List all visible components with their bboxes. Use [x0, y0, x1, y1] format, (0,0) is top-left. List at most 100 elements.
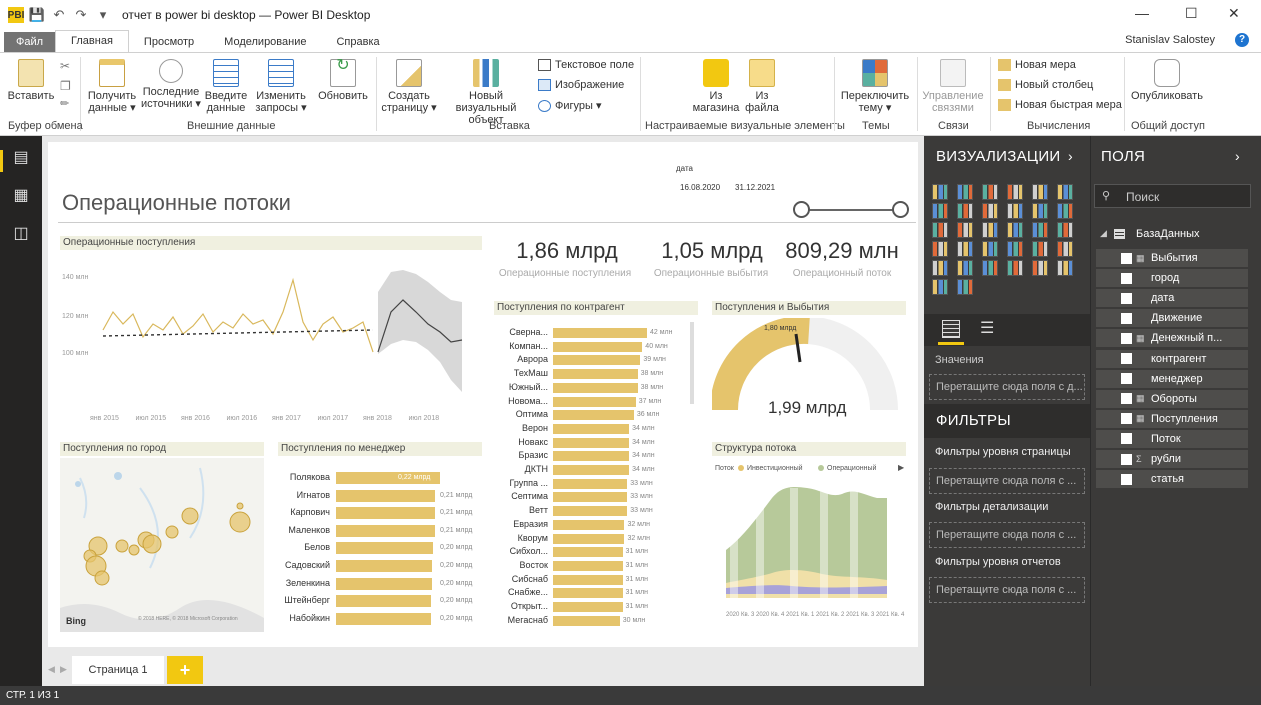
- visual-type-icon[interactable]: [982, 203, 998, 219]
- cut-icon[interactable]: ✂: [60, 59, 71, 73]
- bar[interactable]: [553, 506, 628, 517]
- bar[interactable]: [553, 437, 630, 448]
- visual-type-icon[interactable]: [1007, 184, 1023, 200]
- visual-type-icon[interactable]: [957, 184, 973, 200]
- area-chart[interactable]: Поток Инвестиционный Операционный ▶ 2020…: [712, 458, 908, 634]
- field-checkbox[interactable]: [1121, 393, 1132, 405]
- line-chart[interactable]: 140 млн 120 млн 100 млн янв 2015 июл 2015…: [58, 252, 484, 428]
- visual-type-icon[interactable]: [932, 203, 948, 219]
- bar[interactable]: [553, 328, 647, 338]
- visual-type-icon[interactable]: [932, 184, 948, 200]
- bar[interactable]: [553, 492, 628, 503]
- new-measure-button[interactable]: Новая мера: [998, 59, 1076, 71]
- from-file-button[interactable]: Из файла: [742, 59, 782, 114]
- bar[interactable]: [336, 577, 432, 590]
- field-item[interactable]: Движение: [1096, 309, 1248, 328]
- format-paint-roller-icon[interactable]: ☰: [980, 320, 995, 337]
- model-view-icon[interactable]: ◫: [13, 225, 29, 242]
- paste-button[interactable]: Вставить: [6, 59, 56, 102]
- save-icon[interactable]: 💾: [28, 7, 46, 22]
- customize-toolbar-icon[interactable]: ▾: [99, 7, 107, 22]
- legend-next-icon[interactable]: ▶: [898, 463, 905, 472]
- new-page-button[interactable]: Создать страницу ▾: [380, 59, 438, 114]
- bar[interactable]: [553, 615, 620, 626]
- visual-type-icon[interactable]: [1032, 260, 1048, 276]
- field-checkbox[interactable]: [1121, 252, 1132, 264]
- visual-type-icon[interactable]: [1057, 241, 1073, 257]
- collapse-vis-icon[interactable]: ›: [1068, 148, 1073, 164]
- data-view-icon[interactable]: ▦: [13, 187, 29, 204]
- textbox-button[interactable]: Текстовое поле: [538, 59, 634, 71]
- edit-queries-button[interactable]: Изменить запросы ▾: [254, 59, 308, 114]
- bar[interactable]: [553, 410, 634, 421]
- visual-type-icon[interactable]: [982, 222, 998, 238]
- visual-type-icon[interactable]: [982, 241, 998, 257]
- help-icon[interactable]: ?: [1235, 33, 1249, 47]
- tab-help[interactable]: Справка: [336, 36, 380, 48]
- field-checkbox[interactable]: [1121, 272, 1132, 284]
- tab-modeling[interactable]: Моделирование: [224, 36, 307, 48]
- field-checkbox[interactable]: [1121, 332, 1132, 344]
- slicer-from[interactable]: 16.08.2020: [680, 183, 721, 192]
- visual-type-icon[interactable]: [957, 279, 973, 295]
- collapse-fields-icon[interactable]: ›: [1235, 148, 1240, 164]
- scrollbar[interactable]: [690, 322, 694, 404]
- bar[interactable]: [336, 542, 433, 555]
- image-button[interactable]: Изображение: [538, 79, 624, 91]
- slicer-handle-start[interactable]: [793, 201, 810, 218]
- bar[interactable]: [336, 472, 440, 484]
- field-checkbox[interactable]: [1121, 292, 1132, 304]
- field-checkbox[interactable]: [1121, 353, 1132, 364]
- field-item[interactable]: ▦ Поступления: [1096, 409, 1248, 428]
- bar[interactable]: [553, 574, 623, 585]
- page-tab[interactable]: Страница 1: [72, 656, 164, 684]
- visual-type-icon[interactable]: [1057, 222, 1073, 238]
- field-checkbox[interactable]: [1121, 373, 1132, 385]
- redo-icon[interactable]: ↷: [75, 7, 87, 22]
- page-filters-drop-zone[interactable]: Перетащите сюда поля с ...: [929, 468, 1085, 494]
- visual-type-icon[interactable]: [1057, 203, 1073, 219]
- undo-icon[interactable]: ↶: [53, 7, 65, 22]
- visual-type-icon[interactable]: [1007, 203, 1023, 219]
- visual-type-icon[interactable]: [1007, 222, 1023, 238]
- field-item[interactable]: ▦ Выбытия: [1096, 249, 1248, 267]
- maximize-icon[interactable]: ☐: [1185, 5, 1198, 21]
- bar[interactable]: [553, 355, 641, 366]
- bar[interactable]: [336, 595, 431, 608]
- new-visual-button[interactable]: Новый визуальный объект: [438, 59, 534, 126]
- bar[interactable]: [336, 560, 432, 572]
- report-filters-drop-zone[interactable]: Перетащите сюда поля с ...: [929, 577, 1085, 603]
- visual-type-icon[interactable]: [932, 222, 948, 238]
- next-page-icon[interactable]: ▶: [60, 664, 67, 674]
- visual-type-icon[interactable]: [957, 222, 973, 238]
- bar[interactable]: [336, 489, 435, 502]
- visual-type-icon[interactable]: [982, 184, 998, 200]
- bar[interactable]: [553, 547, 623, 558]
- minimize-icon[interactable]: —: [1135, 5, 1149, 21]
- close-icon[interactable]: ✕: [1228, 5, 1240, 21]
- tab-home[interactable]: Главная: [55, 30, 129, 52]
- get-data-button[interactable]: Получить данные ▾: [86, 59, 138, 114]
- visual-type-icon[interactable]: [1032, 222, 1048, 238]
- field-item[interactable]: дата: [1096, 289, 1248, 308]
- fields-search-input[interactable]: [1094, 184, 1251, 208]
- values-drop-zone[interactable]: Перетащите сюда поля с д...: [929, 374, 1085, 400]
- bar[interactable]: [553, 602, 623, 612]
- recent-sources-button[interactable]: Последние источники ▾: [140, 59, 202, 110]
- copy-icon[interactable]: ❐: [60, 79, 71, 93]
- bar[interactable]: [553, 519, 625, 530]
- bar[interactable]: [553, 451, 630, 462]
- bar[interactable]: [553, 369, 638, 380]
- city-map[interactable]: Bing © 2018 HERE, © 2018 Microsoft Corpo…: [60, 458, 264, 632]
- field-item[interactable]: контрагент: [1096, 349, 1248, 368]
- field-checkbox[interactable]: [1121, 453, 1132, 465]
- tab-file[interactable]: Файл: [4, 32, 56, 52]
- visual-type-icon[interactable]: [1057, 184, 1073, 200]
- visual-type-icon[interactable]: [957, 241, 973, 257]
- bar[interactable]: [553, 588, 623, 599]
- visual-type-icon[interactable]: [1032, 203, 1048, 219]
- field-item[interactable]: ▦ Обороты: [1096, 389, 1248, 408]
- visual-type-icon[interactable]: [957, 260, 973, 276]
- visual-type-icon[interactable]: [1032, 241, 1048, 257]
